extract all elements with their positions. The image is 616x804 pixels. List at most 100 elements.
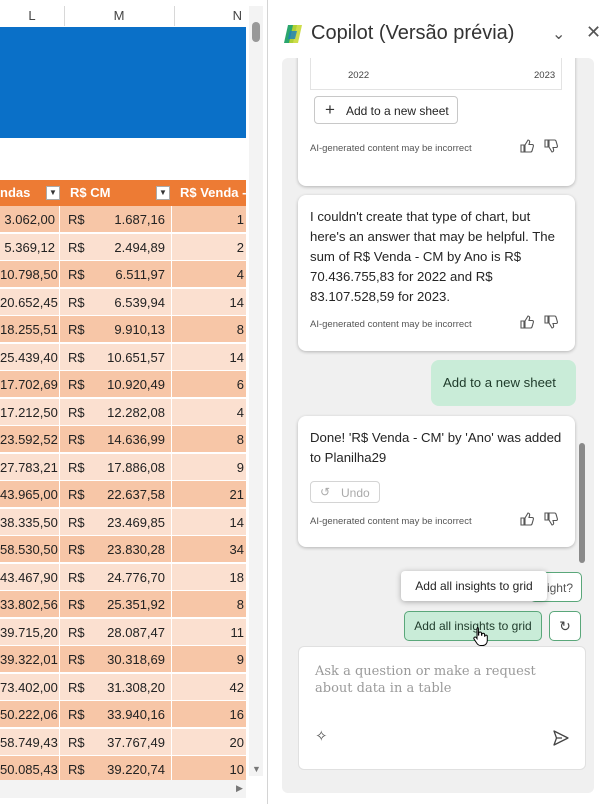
currency-symbol: R$ — [68, 734, 85, 750]
cell-vendas[interactable]: 50.085,43 — [0, 756, 60, 783]
cell-venda-cm[interactable]: 18 — [229, 569, 244, 585]
cell-cm[interactable]: R$ 14.636,99 — [64, 426, 172, 453]
table-header-cm[interactable]: R$ CM — [70, 185, 111, 200]
cell-venda-cm[interactable]: 14 — [229, 294, 244, 310]
cell-vendas[interactable]: 10.798,50 — [0, 261, 60, 288]
cell-venda-cm[interactable]: 8 — [236, 597, 244, 612]
vertical-scroll-thumb[interactable] — [252, 22, 260, 42]
cell-vendas[interactable]: 5.369,12 — [0, 233, 60, 261]
cell-vendas[interactable]: 25.439,40 — [0, 343, 60, 371]
cell-venda-cm[interactable]: 4 — [236, 404, 244, 420]
thumbs-down-icon[interactable] — [543, 511, 559, 527]
thumbs-up-icon[interactable] — [519, 511, 535, 527]
cell-vendas[interactable]: 20.652,45 — [0, 288, 60, 316]
cell-venda-cm[interactable]: 14 — [229, 349, 244, 365]
cell-cm[interactable]: R$ 23.830,28 — [64, 536, 172, 563]
undo-button[interactable]: ↺ Undo — [310, 481, 380, 503]
cell-vendas[interactable]: 17.212,50 — [0, 398, 60, 426]
cell-vendas[interactable]: 18.255,51 — [0, 316, 60, 343]
refresh-icon[interactable]: ↻ — [549, 611, 581, 641]
table-header-venda-cm[interactable]: R$ Venda - — [180, 185, 246, 200]
cell-cm[interactable]: R$ 37.767,49 — [64, 728, 172, 756]
prompt-input[interactable]: Ask a question or make a request about d… — [298, 646, 586, 770]
cell-vendas[interactable]: 43.467,90 — [0, 563, 60, 591]
cell-vendas[interactable]: 3.062,00 — [0, 206, 60, 233]
cell-cm[interactable]: R$ 2.494,89 — [64, 233, 172, 261]
close-icon[interactable]: ✕ — [586, 22, 602, 42]
cell-venda-cm[interactable]: 1 — [236, 212, 244, 227]
cell-vendas[interactable]: 58.530,50 — [0, 536, 60, 563]
cell-vendas[interactable]: 38.335,50 — [0, 508, 60, 536]
cell-vendas[interactable]: 17.702,69 — [0, 371, 60, 398]
cell-cm[interactable]: R$ 10.651,57 — [64, 343, 172, 371]
scroll-down-arrow-icon[interactable]: ▼ — [252, 764, 261, 774]
cell-venda-cm[interactable]: 8 — [236, 322, 244, 337]
cell-venda-cm[interactable]: 9 — [236, 652, 244, 667]
cell-vendas[interactable]: 23.592,52 — [0, 426, 60, 453]
cell-cm[interactable]: R$ 33.940,16 — [64, 701, 172, 728]
cell-cm[interactable]: R$ 28.087,47 — [64, 618, 172, 646]
thumbs-up-icon[interactable] — [519, 314, 535, 330]
cell-cm[interactable]: R$ 24.776,70 — [64, 563, 172, 591]
cell-vendas[interactable]: 39.715,20 — [0, 618, 60, 646]
cell-venda-cm[interactable]: 2 — [236, 239, 244, 255]
chevron-down-icon[interactable]: ⌄ — [552, 26, 566, 43]
add-all-insights-button[interactable]: Add all insights to grid — [404, 611, 542, 641]
cell-cm[interactable]: R$ 17.886,08 — [64, 453, 172, 481]
send-icon[interactable] — [552, 729, 570, 747]
cell-venda-cm[interactable]: 10 — [229, 762, 244, 777]
cell-venda-cm[interactable]: 14 — [229, 514, 244, 530]
table-header-vendas[interactable]: ndas — [0, 185, 31, 200]
horizontal-scrollbar[interactable] — [0, 780, 246, 798]
cell-cm[interactable]: R$ 10.920,49 — [64, 371, 172, 398]
cell-cm[interactable]: R$ 6.511,97 — [64, 261, 172, 288]
cell-venda-cm[interactable]: 6 — [236, 377, 244, 392]
cell-venda-cm[interactable]: 16 — [229, 707, 244, 722]
cell-vendas[interactable]: 27.783,21 — [0, 453, 60, 481]
chart-preview — [310, 58, 562, 90]
cell-venda-cm[interactable]: 34 — [229, 542, 244, 557]
cell-cm[interactable]: R$ 23.469,85 — [64, 508, 172, 536]
cell-vendas[interactable]: 39.322,01 — [0, 646, 60, 673]
cell-vendas[interactable]: 73.402,00 — [0, 673, 60, 701]
cell-cm[interactable]: R$ 25.351,92 — [64, 591, 172, 618]
thumbs-down-icon[interactable] — [543, 314, 559, 330]
cell-venda-cm[interactable]: 11 — [230, 624, 245, 640]
thumbs-down-icon[interactable] — [543, 138, 559, 154]
cell-venda-cm[interactable]: 8 — [236, 432, 244, 447]
column-header-n[interactable]: N — [232, 8, 242, 23]
cell-cm[interactable]: R$ 30.318,69 — [64, 646, 172, 673]
column-header-m[interactable]: M — [113, 8, 125, 23]
cell-cm[interactable]: R$ 9.910,13 — [64, 316, 172, 343]
sparkle-icon[interactable]: ✧ — [315, 728, 328, 745]
cell-vendas[interactable]: 43.965,00 — [0, 481, 60, 508]
cell-cm[interactable]: R$ 31.308,20 — [64, 673, 172, 701]
cell-venda-cm[interactable]: 9 — [236, 459, 244, 475]
thumbs-up-icon[interactable] — [519, 138, 535, 154]
cell-cm[interactable]: R$ 12.282,08 — [64, 398, 172, 426]
add-to-new-sheet-button[interactable]: + Add to a new sheet — [314, 96, 458, 124]
filter-dropdown-icon[interactable]: ▼ — [156, 186, 170, 200]
cell-value: 2.494,89 — [114, 239, 165, 255]
scroll-right-arrow-icon[interactable]: ▶ — [236, 783, 243, 793]
cell-venda-cm[interactable]: 21 — [229, 487, 244, 502]
column-header-l[interactable]: L — [28, 8, 36, 23]
vertical-scrollbar[interactable] — [249, 6, 263, 776]
chart-year-label: 2022 — [348, 70, 370, 81]
currency-symbol: R$ — [68, 322, 85, 337]
cell-cm[interactable]: R$ 39.220,74 — [64, 756, 172, 783]
cell-venda-cm[interactable]: 42 — [229, 679, 244, 695]
filter-dropdown-icon[interactable]: ▼ — [46, 186, 60, 200]
cell-cm[interactable]: R$ 6.539,94 — [64, 288, 172, 316]
cell-venda-cm[interactable]: 4 — [236, 267, 244, 282]
chat-scroll-thumb[interactable] — [579, 443, 585, 563]
cell-cm[interactable]: R$ 22.637,58 — [64, 481, 172, 508]
cell-vendas[interactable]: 50.222,06 — [0, 701, 60, 728]
cell-cm[interactable]: R$ 1.687,16 — [64, 206, 172, 233]
cell-vendas[interactable]: 33.802,56 — [0, 591, 60, 618]
cell-venda-cm[interactable]: 20 — [229, 734, 244, 750]
cell-value: 17.886,08 — [107, 459, 165, 475]
table-row: 20.652,45 R$ 6.539,94 14 — [0, 288, 246, 316]
cell-vendas[interactable]: 58.749,43 — [0, 728, 60, 756]
cell-value: 6.511,97 — [115, 267, 165, 282]
